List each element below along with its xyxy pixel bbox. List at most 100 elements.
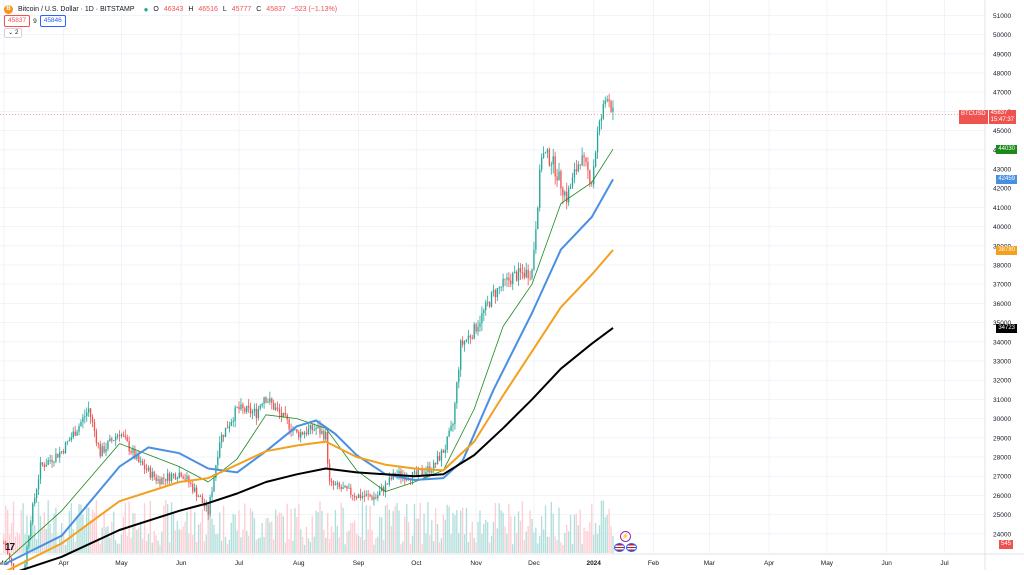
candle-body[interactable] [573, 169, 576, 178]
candle-body[interactable] [567, 188, 570, 203]
candle-body[interactable] [236, 406, 238, 408]
candle-body[interactable] [37, 479, 40, 490]
candle-body[interactable] [267, 402, 269, 403]
candle-body[interactable] [348, 487, 350, 489]
candle-body[interactable] [192, 484, 194, 492]
candle-body[interactable] [217, 457, 219, 466]
candle-body[interactable] [579, 164, 581, 166]
candle-body[interactable] [149, 467, 152, 478]
candle-body[interactable] [101, 446, 103, 457]
candle-body[interactable] [325, 431, 327, 440]
candle-body[interactable] [118, 435, 121, 437]
candle-body[interactable] [145, 469, 148, 471]
candle-body[interactable] [560, 171, 562, 189]
candle-body[interactable] [367, 494, 369, 496]
candle-body[interactable] [525, 269, 527, 278]
ma-line-ma-black[interactable] [3, 327, 614, 575]
candle-body[interactable] [402, 475, 404, 478]
candle-body[interactable] [282, 412, 285, 418]
candle-body[interactable] [168, 473, 171, 481]
candle-body[interactable] [566, 191, 568, 203]
candle-body[interactable] [136, 454, 138, 459]
candle-body[interactable] [330, 481, 333, 483]
candle-body[interactable] [608, 99, 610, 102]
candle-body[interactable] [184, 478, 186, 480]
candle-body[interactable] [488, 302, 491, 307]
candle-body[interactable] [485, 302, 487, 311]
candle-body[interactable] [32, 503, 34, 523]
candle-body[interactable] [220, 434, 223, 443]
candle-body[interactable] [172, 473, 175, 475]
candle-body[interactable] [500, 287, 502, 288]
ma-line-ma-blue[interactable] [3, 178, 614, 566]
candle-body[interactable] [178, 472, 180, 479]
candle-body[interactable] [571, 177, 574, 187]
candle-body[interactable] [265, 397, 267, 403]
candle-body[interactable] [284, 412, 286, 416]
candle-body[interactable] [26, 546, 28, 565]
candle-body[interactable] [199, 496, 202, 498]
candle-body[interactable] [527, 269, 529, 278]
candle-body[interactable] [357, 494, 360, 498]
candle-body[interactable] [91, 417, 94, 423]
candle-body[interactable] [95, 431, 98, 444]
candle-body[interactable] [591, 183, 593, 185]
candle-body[interactable] [332, 481, 335, 485]
candle-body[interactable] [89, 408, 92, 418]
candle-body[interactable] [494, 290, 497, 298]
indicators-toggle[interactable]: ⌄ 2 [4, 28, 23, 38]
candle-body[interactable] [170, 474, 173, 481]
candle-body[interactable] [517, 268, 520, 281]
candle-body[interactable] [577, 164, 579, 172]
candle-body[interactable] [128, 441, 130, 452]
candle-body[interactable] [274, 407, 277, 410]
candle-body[interactable] [371, 496, 373, 500]
candle-body[interactable] [132, 449, 134, 453]
candle-body[interactable] [417, 469, 419, 475]
candle-body[interactable] [415, 471, 418, 475]
candle-body[interactable] [481, 312, 483, 324]
candle-body[interactable] [606, 99, 608, 101]
candle-body[interactable] [141, 461, 144, 466]
candle-body[interactable] [107, 441, 109, 449]
candle-body[interactable] [512, 273, 514, 284]
candle-body[interactable] [62, 451, 65, 453]
candle-body[interactable] [143, 465, 146, 470]
candle-body[interactable] [434, 462, 437, 465]
candle-body[interactable] [45, 464, 47, 467]
tradingview-logo-icon[interactable]: 17 [5, 542, 15, 553]
candle-body[interactable] [554, 156, 556, 177]
candle-body[interactable] [379, 491, 381, 496]
sell-button[interactable]: 45837 [4, 15, 31, 27]
candle-body[interactable] [369, 494, 371, 497]
candle-body[interactable] [442, 450, 445, 453]
candle-body[interactable] [84, 416, 86, 418]
candle-body[interactable] [222, 434, 225, 437]
candle-body[interactable] [473, 324, 475, 339]
candle-body[interactable] [338, 483, 340, 487]
candle-body[interactable] [273, 403, 275, 410]
candle-body[interactable] [232, 421, 234, 422]
candle-body[interactable] [504, 278, 506, 280]
candle-body[interactable] [361, 496, 364, 498]
candle-body[interactable] [153, 471, 155, 477]
candle-body[interactable] [384, 483, 387, 492]
candle-body[interactable] [529, 277, 531, 279]
candle-body[interactable] [458, 369, 460, 383]
candle-body[interactable] [151, 471, 153, 478]
candle-body[interactable] [113, 440, 115, 441]
candle-body[interactable] [433, 462, 435, 472]
candle-body[interactable] [99, 444, 101, 457]
candle-body[interactable] [213, 477, 215, 492]
candle-body[interactable] [300, 432, 302, 438]
candle-body[interactable] [296, 429, 298, 433]
candle-body[interactable] [247, 405, 250, 408]
candle-body[interactable] [305, 432, 308, 435]
candle-body[interactable] [589, 170, 591, 184]
candle-body[interactable] [253, 408, 256, 412]
candle-body[interactable] [230, 421, 232, 426]
candle-body[interactable] [334, 484, 337, 486]
candle-body[interactable] [261, 403, 263, 406]
